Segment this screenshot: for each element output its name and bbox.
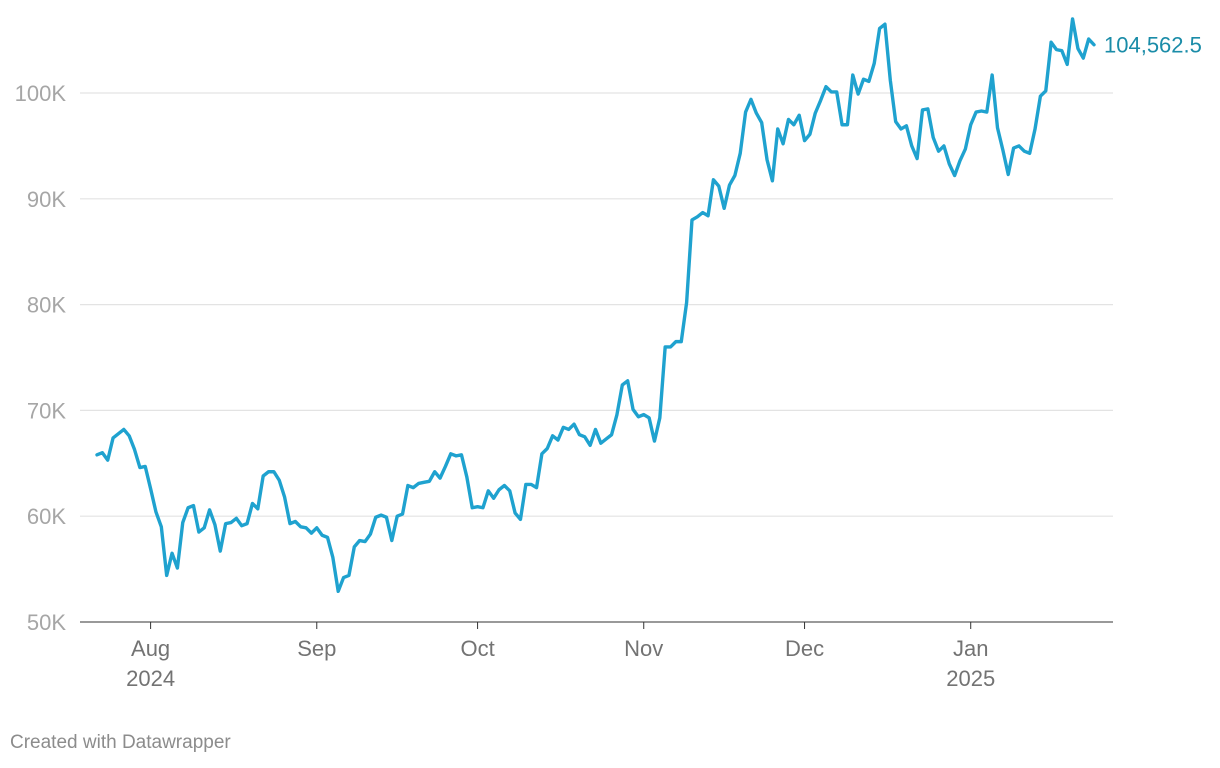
y-gridlines: [80, 92, 1113, 623]
series-group: [95, 17, 1096, 594]
y-tick-label: 70K: [27, 398, 66, 423]
footer-credit: Created with Datawrapper: [10, 732, 231, 753]
x-tick-year-label: 2025: [946, 666, 995, 691]
series-line: [95, 17, 1096, 594]
x-tick-label: Oct: [460, 636, 494, 661]
x-tick-label: Aug: [131, 636, 170, 661]
y-tick-label: 90K: [27, 187, 66, 212]
x-tick-year-label: 2024: [126, 666, 175, 691]
y-tick-label: 80K: [27, 293, 66, 318]
x-tick-label: Jan: [953, 636, 988, 661]
x-axis: Aug 2024 Sep Oct Nov Dec Jan 2025: [126, 622, 995, 691]
y-tick-label: 50K: [27, 610, 66, 635]
end-label-group: 104,562.5: [1104, 33, 1202, 58]
end-value-label: 104,562.5: [1104, 33, 1202, 58]
y-tick-label: 100K: [15, 81, 67, 106]
x-tick-label: Nov: [624, 636, 663, 661]
y-axis-tick-labels: 50K 60K 70K 80K 90K 100K: [15, 81, 67, 635]
y-tick-label: 60K: [27, 504, 66, 529]
x-tick-label: Sep: [297, 636, 336, 661]
x-tick-label: Dec: [785, 636, 824, 661]
